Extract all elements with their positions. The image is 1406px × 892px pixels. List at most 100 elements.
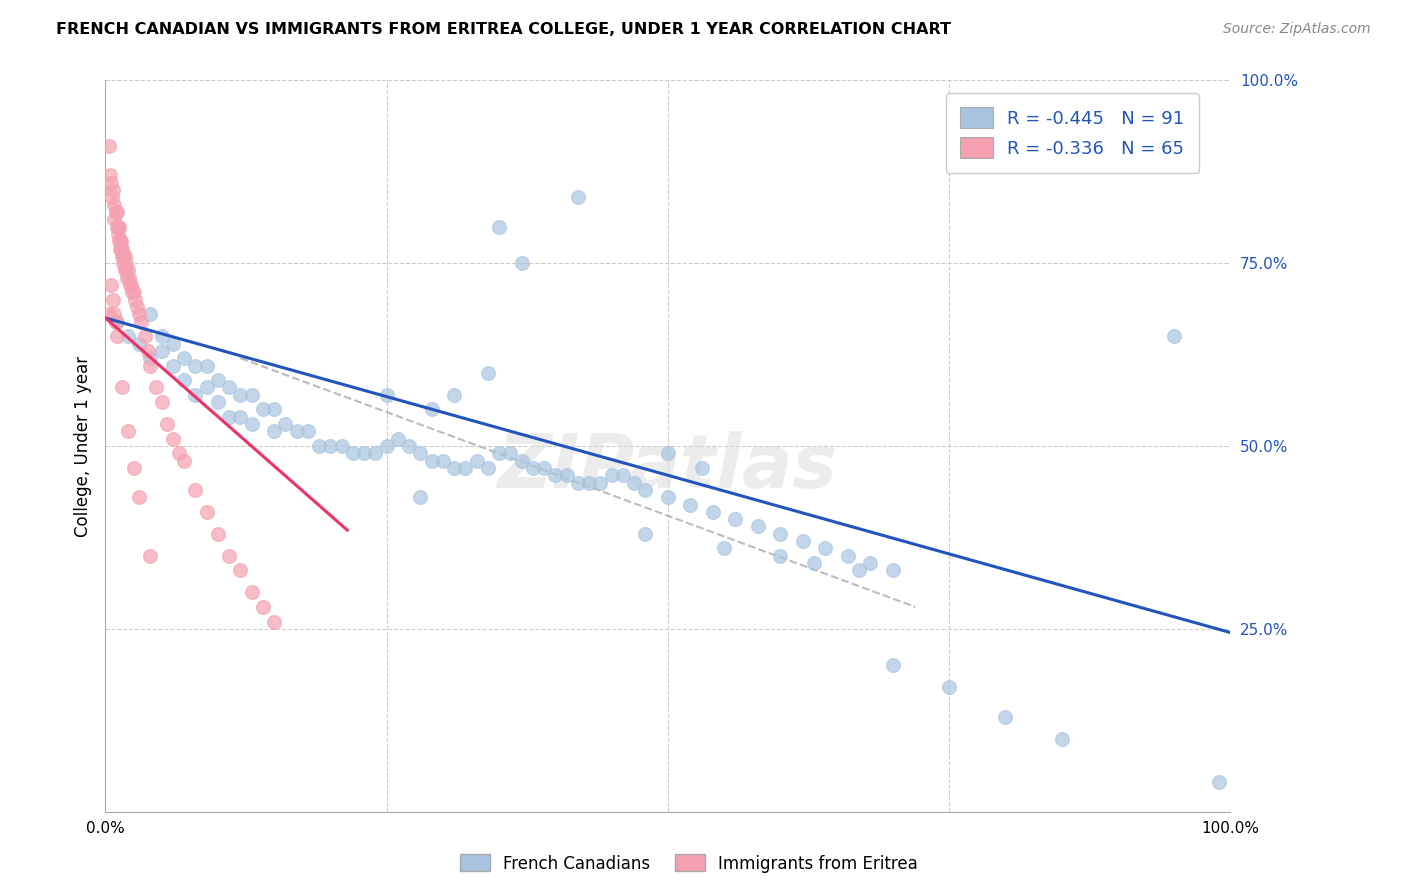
Point	[679, 498, 702, 512]
Point	[107, 219, 129, 234]
Point	[162, 359, 184, 373]
Point	[122, 285, 145, 300]
Point	[848, 563, 870, 577]
Point	[454, 461, 477, 475]
Point	[107, 227, 129, 241]
Point	[131, 315, 153, 329]
Point	[101, 190, 124, 204]
Point	[769, 526, 792, 541]
Point	[218, 549, 240, 563]
Point	[108, 242, 131, 256]
Point	[150, 343, 173, 358]
Point	[111, 380, 134, 394]
Point	[555, 468, 578, 483]
Point	[103, 293, 125, 307]
Point	[167, 446, 190, 460]
Point	[128, 307, 150, 321]
Point	[105, 205, 128, 219]
Point	[117, 425, 139, 439]
Point	[690, 461, 713, 475]
Point	[882, 658, 904, 673]
Point	[578, 475, 600, 490]
Point	[114, 263, 136, 277]
Point	[634, 526, 657, 541]
Point	[510, 256, 533, 270]
Point	[114, 249, 136, 263]
Point	[139, 351, 162, 366]
Point	[121, 285, 143, 300]
Point	[108, 234, 131, 248]
Point	[97, 139, 120, 153]
Point	[330, 439, 353, 453]
Point	[882, 563, 904, 577]
Point	[117, 263, 139, 277]
Point	[792, 534, 814, 549]
Point	[488, 446, 510, 460]
Point	[105, 315, 128, 329]
Point	[567, 190, 589, 204]
Point	[195, 505, 218, 519]
Point	[837, 549, 859, 563]
Point	[97, 307, 120, 321]
Point	[409, 446, 432, 460]
Point	[465, 453, 488, 467]
Point	[207, 395, 229, 409]
Point	[342, 446, 364, 460]
Point	[769, 549, 792, 563]
Text: FRENCH CANADIAN VS IMMIGRANTS FROM ERITREA COLLEGE, UNDER 1 YEAR CORRELATION CHA: FRENCH CANADIAN VS IMMIGRANTS FROM ERITR…	[56, 22, 952, 37]
Point	[120, 278, 142, 293]
Point	[117, 329, 139, 343]
Point	[134, 329, 156, 343]
Point	[657, 446, 679, 460]
Point	[274, 417, 297, 431]
Point	[488, 219, 510, 234]
Point	[114, 263, 136, 277]
Point	[150, 329, 173, 343]
Point	[375, 439, 398, 453]
Point	[252, 599, 274, 614]
Point	[477, 366, 499, 380]
Point	[567, 475, 589, 490]
Point	[229, 388, 252, 402]
Point	[112, 249, 135, 263]
Point	[100, 176, 122, 190]
Point	[139, 307, 162, 321]
Point	[103, 307, 125, 321]
Point	[420, 453, 443, 467]
Point	[994, 709, 1017, 723]
Point	[139, 359, 162, 373]
Point	[240, 417, 263, 431]
Point	[510, 453, 533, 467]
Point	[120, 278, 142, 293]
Point	[263, 615, 285, 629]
Point	[173, 351, 195, 366]
Legend: R = -0.445   N = 91, R = -0.336   N = 65: R = -0.445 N = 91, R = -0.336 N = 65	[946, 93, 1199, 172]
Point	[747, 519, 769, 533]
Point	[657, 490, 679, 504]
Point	[118, 270, 141, 285]
Point	[375, 388, 398, 402]
Point	[108, 234, 131, 248]
Point	[162, 432, 184, 446]
Point	[110, 234, 132, 248]
Point	[114, 256, 136, 270]
Point	[443, 388, 465, 402]
Point	[308, 439, 330, 453]
Point	[162, 336, 184, 351]
Point	[297, 425, 319, 439]
Point	[443, 461, 465, 475]
Point	[136, 343, 159, 358]
Point	[104, 315, 127, 329]
Point	[111, 242, 134, 256]
Point	[173, 373, 195, 387]
Point	[1050, 731, 1073, 746]
Point	[103, 183, 125, 197]
Point	[218, 380, 240, 394]
Point	[533, 461, 555, 475]
Point	[207, 373, 229, 387]
Point	[938, 681, 960, 695]
Point	[252, 402, 274, 417]
Point	[184, 483, 207, 497]
Point	[398, 439, 420, 453]
Point	[103, 197, 125, 211]
